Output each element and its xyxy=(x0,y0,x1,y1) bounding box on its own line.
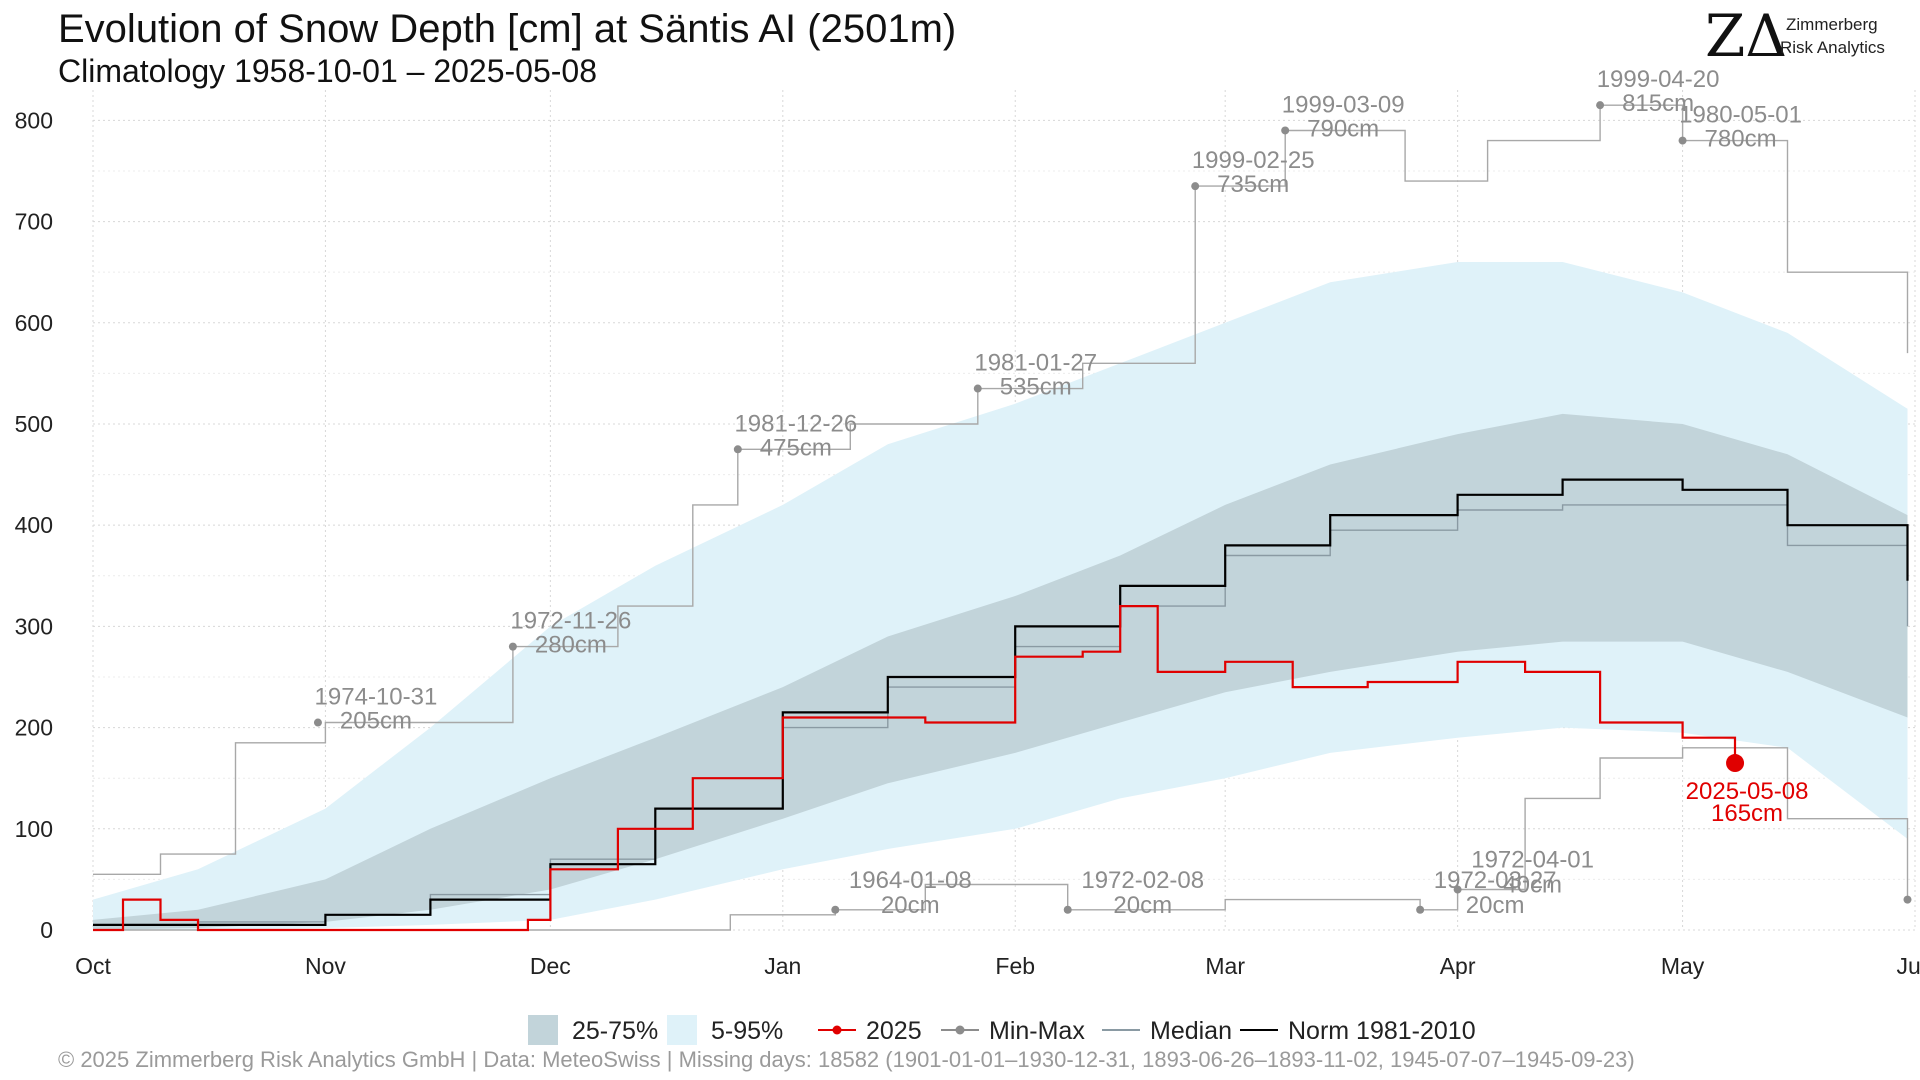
company-logo: ZΔ Zimmerberg Risk Analytics xyxy=(1705,2,1885,70)
annotation-point xyxy=(733,445,742,454)
logo-line1: Zimmerberg xyxy=(1786,15,1878,34)
band-5-95 xyxy=(93,262,1908,930)
annotation-point xyxy=(1678,136,1687,145)
annotation-date: 1999-02-25 xyxy=(1192,147,1315,174)
x-tick-label: Apr xyxy=(1440,953,1476,979)
legend-label-minmax: Min-Max xyxy=(989,1017,1085,1045)
chart-subtitle: Climatology 1958-10-01 – 2025-05-08 xyxy=(58,53,597,89)
annotation-value: 40cm xyxy=(1503,872,1562,899)
logo-mark: ZΔ xyxy=(1705,2,1787,70)
annotation-date: 1981-01-27 xyxy=(974,350,1097,377)
annotation-point xyxy=(313,718,322,727)
y-tick-label: 0 xyxy=(40,917,53,943)
series-line-y2025 xyxy=(93,605,1737,932)
annotation-value: 790cm xyxy=(1307,115,1379,142)
y-tick-label: 100 xyxy=(15,816,53,842)
x-tick-label: Nov xyxy=(305,953,346,979)
footer-credit: © 2025 Zimmerberg Risk Analytics GmbH | … xyxy=(58,1047,1635,1072)
annotation-point xyxy=(973,384,982,393)
x-tick-label: May xyxy=(1661,953,1705,979)
x-tick-label: Jun xyxy=(1896,953,1920,979)
legend-swatch-p25_75 xyxy=(528,1015,558,1045)
x-tick-label: Oct xyxy=(75,953,111,979)
annotation-value: 205cm xyxy=(340,708,412,735)
series-line-min xyxy=(93,747,1909,931)
y-tick-label: 200 xyxy=(15,715,53,741)
y-tick-label: 300 xyxy=(15,613,53,639)
annotation-date: 1972-11-26 xyxy=(510,608,631,635)
chart-title: Evolution of Snow Depth [cm] at Säntis A… xyxy=(58,7,956,51)
annotation-point xyxy=(1416,905,1425,914)
annotation-value: 475cm xyxy=(760,434,832,461)
annotation-date: 1980-05-01 xyxy=(1679,102,1802,129)
annotation-value: 535cm xyxy=(1000,374,1072,401)
annotation-point xyxy=(1453,885,1462,894)
annotation-date: 1964-01-08 xyxy=(849,867,972,894)
legend-swatch-p5_95 xyxy=(667,1015,697,1045)
annotation-value: 280cm xyxy=(535,632,607,659)
series-line-norm xyxy=(93,478,1909,926)
annotation-value: 20cm xyxy=(1113,892,1172,919)
x-tick-label: Jan xyxy=(764,953,801,979)
legend: 25-75% 5-95% 2025 Min-Max Median Norm 1981-20… xyxy=(528,1015,1476,1045)
x-tick-label: Feb xyxy=(995,953,1035,979)
logo-line2: Risk Analytics xyxy=(1780,38,1885,57)
annotation-point xyxy=(831,905,840,914)
annotation-date: 1974-10-31 xyxy=(315,684,438,711)
annotation-point xyxy=(1726,754,1745,773)
y-tick-label: 800 xyxy=(15,107,53,133)
annotation-value: 735cm xyxy=(1217,171,1289,198)
annotation-value: 780cm xyxy=(1705,126,1777,153)
annotation-date: 1999-03-09 xyxy=(1282,91,1405,118)
legend-dot-minmax xyxy=(955,1025,965,1035)
legend-label-p5_95: 5-95% xyxy=(711,1017,783,1045)
annotation-date: 1981-12-26 xyxy=(734,410,857,437)
annotation-value: 20cm xyxy=(1466,892,1525,919)
percentile-bands xyxy=(93,262,1908,930)
series-lines xyxy=(93,104,1909,932)
annotation-value: 20cm xyxy=(881,892,940,919)
annotation-point xyxy=(1903,895,1912,904)
annotation-point xyxy=(1191,182,1200,191)
y-tick-label: 400 xyxy=(15,512,53,538)
x-tick-label: Dec xyxy=(530,953,571,979)
annotation-point xyxy=(1063,905,1072,914)
annotation-point xyxy=(1596,101,1605,110)
annotation-date: 1972-02-08 xyxy=(1081,867,1204,894)
y-tick-label: 600 xyxy=(15,310,53,336)
y-tick-label: 700 xyxy=(15,209,53,235)
annotation-date: 1999-04-20 xyxy=(1597,66,1720,93)
legend-label-y2025: 2025 xyxy=(866,1017,922,1045)
legend-label-median: Median xyxy=(1150,1017,1232,1045)
y-tick-label: 500 xyxy=(15,411,53,437)
legend-label-p25_75: 25-75% xyxy=(572,1017,658,1045)
y-axis-ticks: 0 100 200 300 400 500 600 700 800 xyxy=(15,107,53,943)
legend-dot-y2025 xyxy=(832,1025,842,1035)
legend-label-norm: Norm 1981-2010 xyxy=(1288,1017,1476,1045)
series-line-max xyxy=(93,104,1909,875)
annotation-date: 1972-04-01 xyxy=(1471,847,1594,874)
annotation-value: 165cm xyxy=(1711,800,1783,827)
x-axis-ticks: Oct Nov Dec Jan Feb Mar Apr May Jun xyxy=(75,953,1920,979)
annotation-date: 2025-05-08 xyxy=(1686,778,1809,805)
annotation-point xyxy=(1281,126,1290,135)
annotation-point xyxy=(508,642,517,651)
x-tick-label: Mar xyxy=(1205,953,1245,979)
annotation-value: 815cm xyxy=(1622,90,1694,117)
band-25-75 xyxy=(93,413,1908,930)
